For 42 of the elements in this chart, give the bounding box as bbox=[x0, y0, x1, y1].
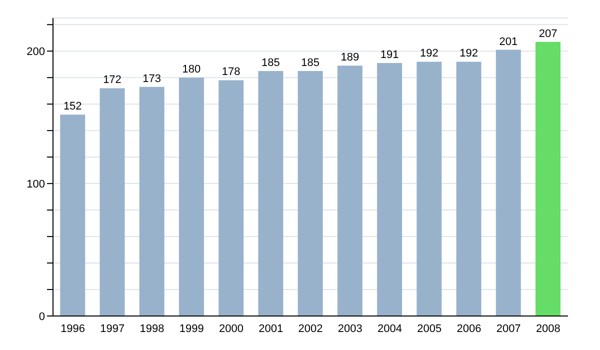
bar bbox=[456, 62, 482, 316]
data-label: 189 bbox=[340, 52, 360, 64]
x-tick-label: 1996 bbox=[60, 322, 86, 335]
data-label: 201 bbox=[499, 36, 518, 48]
bar bbox=[496, 50, 521, 316]
bar bbox=[60, 114, 86, 316]
bar bbox=[536, 42, 561, 316]
bar bbox=[258, 70, 284, 316]
data-label: 207 bbox=[538, 28, 558, 40]
y-tick-label: 0 bbox=[38, 310, 45, 323]
x-tick-label: 2007 bbox=[496, 322, 521, 335]
x-tick-label: 2004 bbox=[377, 322, 402, 335]
bar bbox=[178, 78, 204, 316]
x-tick-label: 2005 bbox=[417, 322, 442, 335]
data-label: 185 bbox=[301, 56, 320, 69]
data-label: 192 bbox=[420, 48, 438, 60]
data-label: 172 bbox=[103, 74, 122, 86]
data-label: 192 bbox=[460, 48, 478, 60]
x-tick-label: 1999 bbox=[179, 322, 204, 335]
data-label: 178 bbox=[222, 66, 240, 78]
x-tick-label: 1997 bbox=[100, 322, 125, 335]
x-tick-label: 2000 bbox=[219, 322, 244, 335]
x-tick-label: 1998 bbox=[140, 322, 164, 335]
y-tick-label: 200 bbox=[26, 46, 45, 58]
data-label: 191 bbox=[380, 49, 399, 62]
bar bbox=[139, 86, 164, 316]
bar bbox=[100, 88, 125, 316]
bar bbox=[416, 62, 442, 316]
x-tick-label: 2008 bbox=[536, 322, 560, 335]
bar bbox=[298, 70, 323, 316]
x-tick-label: 2006 bbox=[456, 322, 482, 335]
y-tick-label: 100 bbox=[26, 178, 45, 190]
bar bbox=[377, 63, 402, 316]
x-tick-label: 2002 bbox=[298, 322, 323, 335]
bar bbox=[218, 80, 244, 316]
data-label: 152 bbox=[63, 100, 82, 113]
x-tick-label: 2001 bbox=[258, 322, 284, 335]
x-tick-label: 2003 bbox=[338, 322, 362, 335]
data-label: 180 bbox=[182, 64, 201, 76]
bar bbox=[337, 66, 362, 316]
data-label: 173 bbox=[142, 72, 162, 85]
data-label: 185 bbox=[262, 56, 280, 69]
